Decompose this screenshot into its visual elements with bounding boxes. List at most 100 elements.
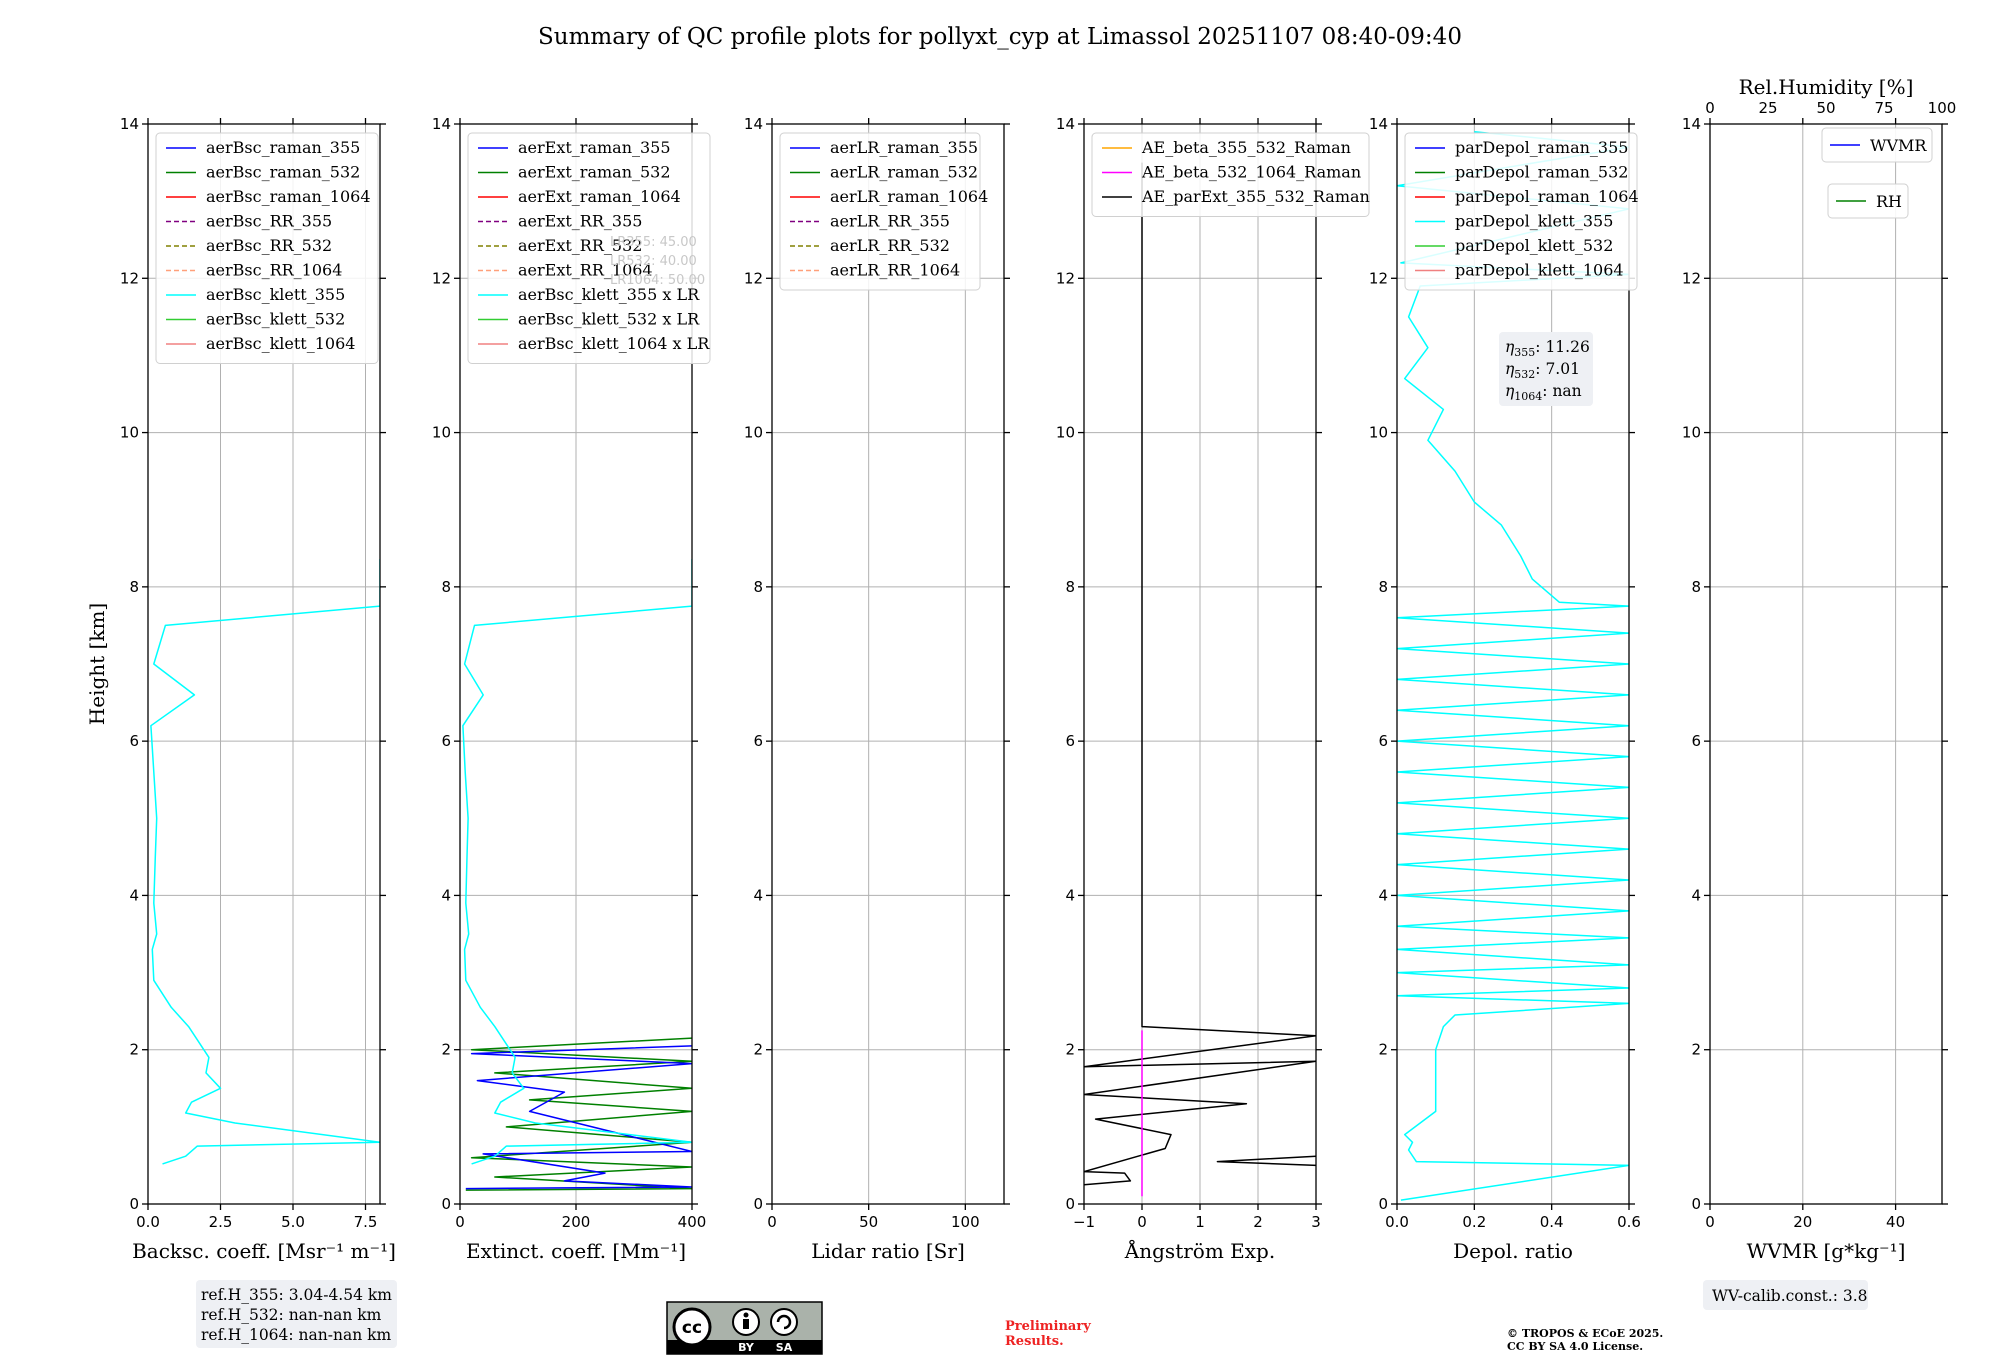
x-axis-label: Ångström Exp. — [1124, 1238, 1275, 1263]
series-AE_parExt_355_532_Raman — [1216, 1155, 1316, 1167]
y-tick-label: 6 — [1065, 732, 1075, 750]
axes-frame — [147, 123, 381, 1205]
y-tick-label: 6 — [129, 732, 139, 750]
y-axis-label: Height [km] — [85, 603, 109, 725]
y-tick-label: 0 — [441, 1195, 451, 1213]
share-alike-icon — [770, 1308, 798, 1336]
rh-axis-label: Rel.Humidity [%] — [1739, 75, 1914, 99]
preliminary-line1: Preliminary — [1005, 1319, 1091, 1334]
x-axis-label: WVMR [g*kg⁻¹] — [1747, 1239, 1906, 1263]
x-tick-label: 0 — [455, 1213, 465, 1231]
legend-label: parDepol_raman_1064 — [1455, 187, 1639, 206]
legend-wvmr: WVMR — [1821, 127, 1933, 163]
y-tick-label: 14 — [744, 115, 763, 133]
x-tick-label: 0.4 — [1540, 1213, 1564, 1231]
x-tick-label: 0 — [1705, 1213, 1715, 1231]
x-axis-label: Lidar ratio [Sr] — [811, 1239, 965, 1263]
lr-note-line: LR532: 40.00 — [610, 254, 697, 269]
x-tick-label: 100 — [951, 1213, 980, 1231]
y-tick-label: 10 — [1682, 424, 1701, 442]
wv-calib-text: WV-calib.const.: 3.8 — [1712, 1287, 1868, 1305]
panel-extinction: 0 200 400 0 2 4 6 8 10 12 14 Extinct. coeff. [Mm⁻¹]… — [432, 115, 711, 1263]
y-tick-label: 8 — [1378, 578, 1388, 596]
legend-label: AE_parExt_355_532_Raman — [1141, 187, 1370, 206]
cc-sa-text: SA — [776, 1341, 793, 1354]
svg-text:cc: cc — [682, 1318, 702, 1338]
y-tick-label: 12 — [1056, 269, 1075, 287]
y-tick-label: 14 — [1682, 115, 1701, 133]
y-tick-label: 8 — [1691, 578, 1701, 596]
x-tick-label: −1 — [1073, 1213, 1095, 1231]
y-tick-label: 4 — [1378, 886, 1388, 904]
axes-frame — [1396, 123, 1630, 1205]
legend-label: aerBsc_raman_532 — [206, 163, 360, 182]
x-axis-label: Depol. ratio — [1453, 1239, 1573, 1263]
x-axis-label: Backsc. coeff. [Msr⁻¹ m⁻¹] — [132, 1239, 396, 1263]
legend-label: aerBsc_RR_532 — [206, 236, 332, 255]
rh-tick-label: 0 — [1705, 99, 1715, 117]
legend-label: WVMR — [1870, 136, 1927, 155]
y-tick-label: 10 — [1056, 424, 1075, 442]
wv-calib-note: WV-calib.const.: 3.8 — [1703, 1280, 1868, 1310]
y-tick-label: 4 — [1065, 886, 1075, 904]
cc-icon — [672, 1307, 712, 1347]
x-tick-label: 5.0 — [281, 1213, 305, 1231]
legend-label: aerLR_RR_1064 — [830, 261, 960, 280]
y-tick-label: 14 — [432, 115, 451, 133]
series-parDepol_klett_355 — [1397, 130, 1629, 1201]
y-tick-label: 10 — [432, 424, 451, 442]
x-tick-label: 0.0 — [136, 1213, 160, 1231]
rh-tick-label: 100 — [1928, 99, 1957, 117]
legend-label: aerExt_raman_355 — [518, 138, 671, 157]
legend-label: aerBsc_klett_355 — [206, 285, 345, 304]
y-tick-label: 0 — [753, 1195, 763, 1213]
y-tick-label: 12 — [1369, 269, 1388, 287]
axes-frame — [1083, 123, 1317, 1205]
x-tick-label: 7.5 — [354, 1213, 378, 1231]
y-tick-label: 6 — [1691, 732, 1701, 750]
legend-label: aerBsc_klett_355 x LR — [518, 285, 700, 304]
legend-label: AE_beta_532_1064_Raman — [1141, 163, 1361, 182]
legend-label: aerLR_RR_532 — [830, 236, 950, 255]
legend-label: aerExt_RR_355 — [518, 212, 642, 231]
y-tick-label: 10 — [120, 424, 139, 442]
legend-label: aerLR_raman_1064 — [830, 187, 988, 206]
legend-label: aerLR_RR_355 — [830, 212, 950, 231]
y-tick-label: 10 — [744, 424, 763, 442]
cc-by-text: BY — [738, 1341, 755, 1354]
x-tick-label: 50 — [859, 1213, 878, 1231]
cc-license-badge: cc BY SA — [666, 1301, 823, 1355]
legend-label: aerLR_raman_532 — [830, 163, 978, 182]
legend-label: aerBsc_klett_532 x LR — [518, 310, 700, 329]
x-tick-label: 0.2 — [1462, 1213, 1486, 1231]
legend-label: AE_beta_355_532_Raman — [1141, 138, 1351, 157]
legend-label: aerBsc_raman_1064 — [206, 187, 371, 206]
rh-tick-label: 75 — [1874, 99, 1893, 117]
legend-label: aerExt_RR_532 — [518, 236, 642, 255]
lr-note-line: LR1064: 50.00 — [610, 273, 705, 288]
series-group — [1084, 162, 1316, 1197]
panel-depol: 0.0 0.2 0.4 0.6 0 2 4 6 8 10 12 14 Depol. ratio parDe… — [1369, 115, 1641, 1263]
x-tick-label: 20 — [1793, 1213, 1812, 1231]
legend: AE_beta_355_532_Raman AE_beta_532_1064_Ra… — [1091, 132, 1370, 217]
y-tick-label: 6 — [441, 732, 451, 750]
rh-tick-label: 25 — [1758, 99, 1777, 117]
ref-height-note: ref.H_355: 3.04-4.54 km ref.H_532: nan-na… — [196, 1280, 397, 1348]
x-tick-label: 0 — [1137, 1213, 1147, 1231]
axes-frame — [1709, 123, 1943, 1205]
legend-label: aerLR_raman_355 — [830, 138, 978, 157]
x-tick-label: 200 — [562, 1213, 591, 1231]
series-aerBsc_klett_355 — [150, 559, 380, 1165]
legend-label: aerBsc_klett_532 — [206, 310, 345, 329]
legend-label: aerExt_RR_1064 — [518, 261, 653, 280]
axes-frame — [771, 123, 1005, 1205]
y-tick-label: 8 — [441, 578, 451, 596]
y-tick-label: 2 — [1065, 1041, 1075, 1059]
y-tick-label: 8 — [129, 578, 139, 596]
legend-label: parDepol_raman_532 — [1455, 163, 1628, 182]
eta-line: η355: 11.26 — [1505, 338, 1590, 359]
copyright-line2: CC BY SA 4.0 License. — [1507, 1340, 1643, 1353]
y-tick-label: 2 — [753, 1041, 763, 1059]
